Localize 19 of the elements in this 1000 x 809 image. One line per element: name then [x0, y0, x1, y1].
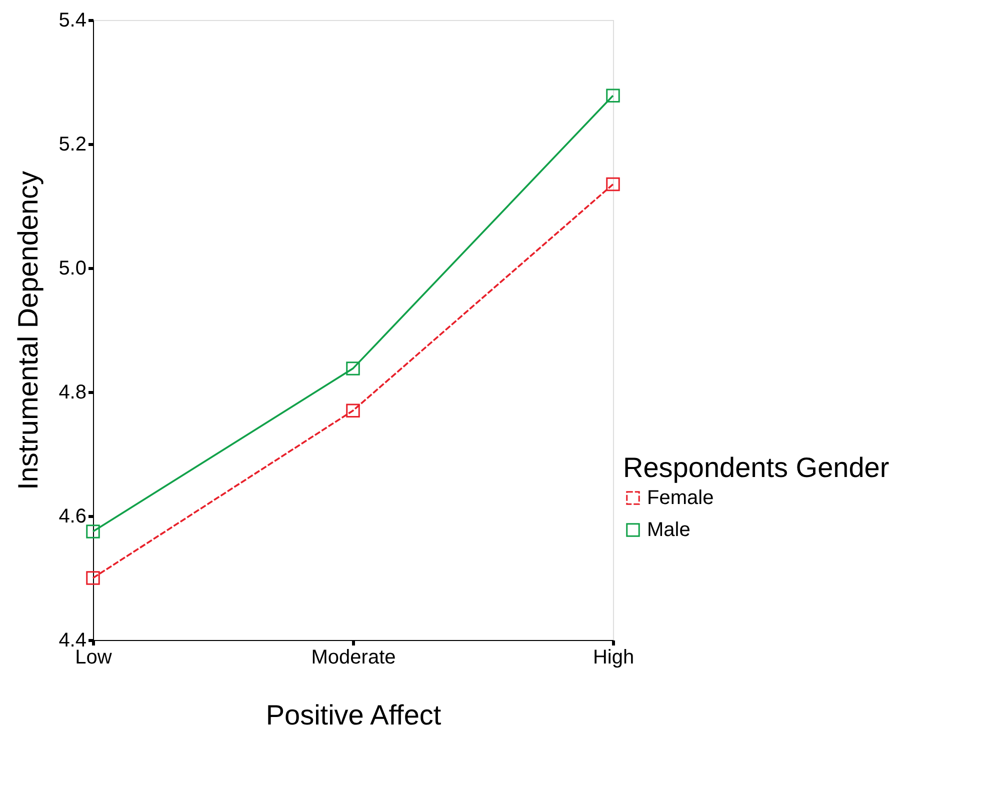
legend-label: Male: [647, 519, 690, 541]
point: [346, 404, 360, 418]
point: [86, 571, 100, 585]
legend-label: Female: [647, 487, 714, 509]
point: [606, 88, 620, 103]
y-tick-label: 4.8: [58, 382, 86, 404]
point: [606, 177, 620, 192]
y-tick-label: 5.2: [58, 134, 86, 156]
x-axis-title: Positive Affect: [266, 700, 442, 730]
x-tick-label: Moderate: [311, 646, 396, 668]
point: [346, 362, 360, 376]
y-tick-label: 5.0: [58, 258, 86, 280]
point: [86, 524, 100, 538]
x-tick-label: High: [592, 646, 634, 668]
y-tick-label: 4.6: [58, 506, 86, 528]
y-axis-title: Instrumental Dependency: [12, 170, 44, 490]
x-tick-label: Low: [75, 646, 112, 668]
legend-title: Respondents Gender: [623, 452, 890, 483]
y-tick-label: 5.4: [58, 10, 86, 32]
